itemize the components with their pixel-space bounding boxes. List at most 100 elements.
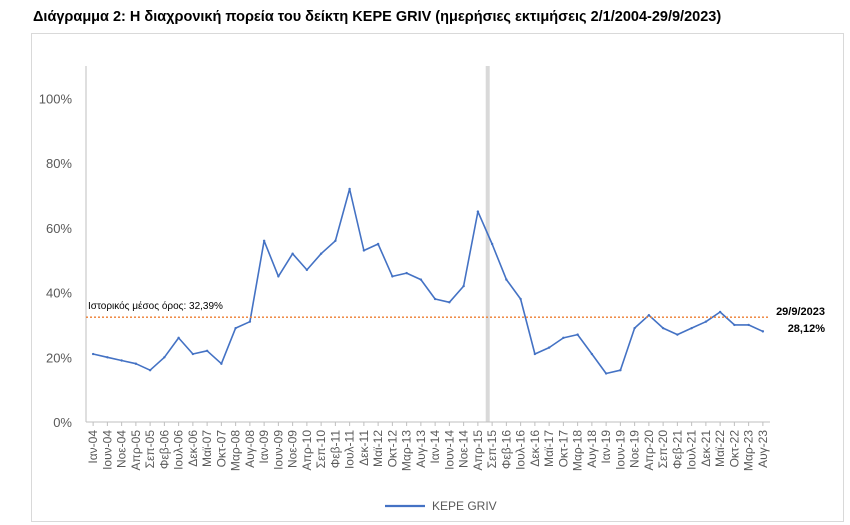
data-point	[419, 278, 423, 281]
chart-frame	[31, 33, 844, 522]
x-tick-label: Νοε-09	[286, 430, 300, 468]
data-point	[405, 271, 408, 275]
x-tick-label: Μαρ-13	[400, 430, 414, 471]
x-tick-label: Ιαν-19	[599, 430, 613, 464]
data-point	[91, 352, 95, 356]
series-line	[92, 188, 764, 375]
x-tick-label: Απρ-05	[129, 430, 143, 471]
data-point	[205, 349, 209, 352]
x-tick-label: Φεβ-16	[499, 430, 513, 469]
x-tick-label: Οκτ-22	[727, 430, 741, 468]
data-point	[462, 284, 465, 288]
data-point	[733, 323, 736, 327]
data-point	[633, 326, 636, 330]
x-tick-label: Σεπ-15	[485, 430, 499, 469]
x-tick-label: Νοε-04	[115, 430, 129, 468]
data-point	[262, 239, 266, 242]
data-point	[348, 187, 351, 191]
x-tick-label: Μαρ-08	[229, 430, 243, 471]
x-tick-label: Ιουν-04	[100, 430, 114, 470]
x-tick-label: Οκτ-17	[556, 430, 570, 468]
x-tick-label: Δεκ-21	[699, 430, 713, 467]
data-point	[134, 362, 138, 365]
data-point	[106, 356, 109, 359]
y-tick-label: 20%	[46, 350, 72, 365]
data-point	[319, 252, 323, 255]
x-tick-label: Ιουν-09	[271, 430, 285, 470]
x-tick-label: Νοε-14	[457, 430, 471, 468]
x-tick-label: Οκτ-12	[385, 430, 399, 468]
data-point	[376, 242, 380, 246]
data-point	[533, 352, 537, 356]
x-tick-label: Ιαν-09	[257, 430, 271, 464]
data-point	[234, 326, 237, 330]
data-point	[519, 297, 522, 301]
data-point	[505, 278, 508, 281]
x-tick-label: Φεβ-06	[157, 430, 171, 469]
data-point	[761, 330, 765, 333]
x-tick-label: Αυγ-18	[585, 430, 599, 468]
data-point	[248, 320, 252, 323]
data-point	[334, 239, 337, 242]
x-tick-label: Σεπ-05	[143, 430, 157, 469]
y-tick-label: 60%	[46, 221, 72, 236]
chart-title: Διάγραμμα 2: Η διαχρονική πορεία του δεί…	[33, 9, 722, 25]
legend-label: ΚΕΡΕ GRIV	[432, 499, 497, 513]
x-tick-label: Αυγ-13	[414, 430, 428, 468]
x-tick-label: Μαϊ-07	[200, 430, 214, 467]
data-point	[277, 275, 280, 278]
data-point	[661, 326, 665, 330]
end-value-label: 28,12%	[788, 323, 826, 335]
data-point	[490, 242, 494, 246]
x-tick-label: Μαϊ-12	[371, 430, 385, 467]
x-tick-label: Δεκ-16	[528, 430, 542, 467]
x-tick-label: Μαρ-18	[571, 430, 585, 471]
x-tick-label: Δεκ-06	[186, 430, 200, 467]
x-tick-label: Μαϊ-17	[542, 430, 556, 467]
y-tick-label: 0%	[53, 415, 72, 430]
x-tick-label: Ιουλ-11	[343, 430, 357, 469]
data-point	[220, 362, 223, 365]
data-point	[718, 310, 722, 314]
x-tick-label: Φεβ-21	[670, 430, 684, 469]
data-point	[604, 372, 608, 375]
x-tick-label: Απρ-10	[300, 430, 314, 471]
x-tick-label: Δεκ-11	[357, 430, 371, 466]
end-date-label: 29/9/2023	[776, 306, 825, 318]
x-tick-label: Φεβ-11	[328, 430, 342, 469]
data-point	[191, 352, 195, 356]
data-point	[704, 320, 708, 323]
x-tick-label: Αυγ-08	[243, 430, 257, 468]
data-point	[747, 323, 750, 327]
data-point	[163, 356, 166, 359]
data-point	[676, 333, 679, 336]
data-point	[305, 268, 309, 272]
historical-mean-label: Ιστορικός μέσος όρος: 32,39%	[88, 300, 223, 312]
y-tick-label: 80%	[46, 156, 72, 171]
x-tick-label: Μαϊ-22	[713, 430, 727, 467]
data-point	[476, 210, 480, 213]
x-tick-label: Απρ-20	[642, 430, 656, 471]
data-point	[148, 369, 152, 372]
data-point	[120, 359, 123, 362]
data-point	[619, 369, 622, 372]
data-point	[690, 326, 693, 330]
y-tick-label: 100%	[39, 91, 73, 106]
data-point	[433, 297, 437, 301]
x-tick-label: Ιουλ-21	[685, 430, 699, 470]
data-point	[391, 275, 394, 278]
y-tick-label: 40%	[46, 286, 72, 301]
x-tick-label: Νοε-19	[628, 430, 642, 468]
x-tick-label: Μαρ-23	[742, 430, 756, 471]
data-point	[291, 252, 294, 255]
x-tick-label: Σεπ-10	[314, 430, 328, 469]
x-tick-label: Ιουλ-16	[514, 430, 528, 470]
x-tick-label: Αυγ-23	[756, 430, 770, 468]
highlight-band	[485, 66, 490, 422]
x-tick-label: Σεπ-20	[656, 430, 670, 469]
data-point	[547, 346, 551, 349]
x-tick-label: Ιαν-04	[86, 430, 100, 464]
data-point	[590, 352, 594, 356]
data-point	[576, 333, 579, 336]
